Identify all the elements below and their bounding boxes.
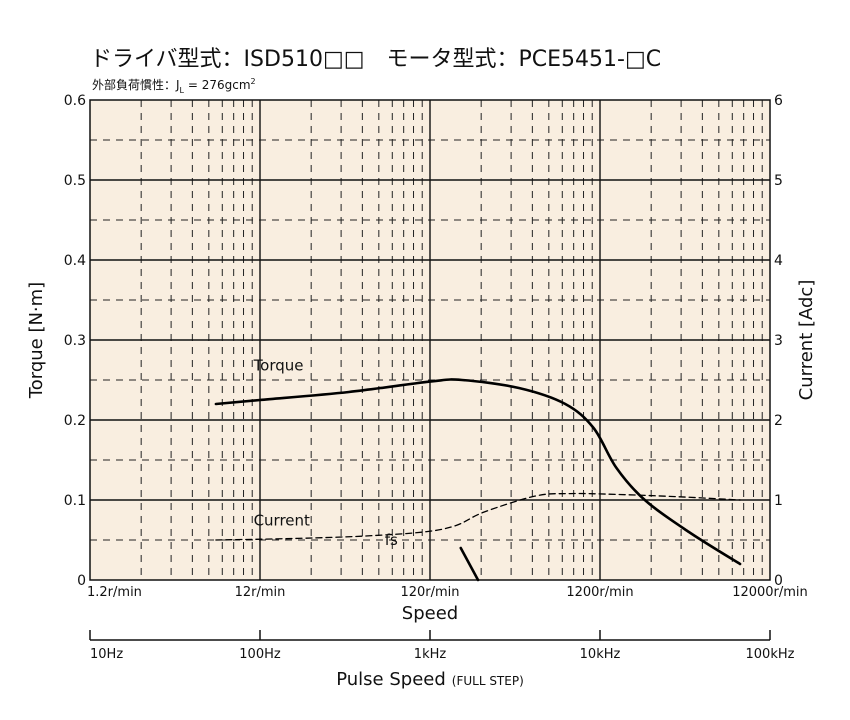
- y-left-tick-label: 0.6: [64, 93, 86, 109]
- plot-frame: [89, 99, 771, 581]
- annotation-current: Current: [254, 512, 310, 530]
- pulse-speed-axis: 10Hz 100Hz 1kHz 10kHz 100kHz Pulse Speed (FUL…: [89, 630, 795, 690]
- y-axis-right-label: Current [Adc]: [796, 280, 817, 401]
- x-tick-label: 1200r/min: [566, 585, 633, 600]
- annotation-fs: fs: [385, 531, 398, 549]
- pulse-speed-tick-label: 100kHz: [746, 647, 795, 662]
- pulse-speed-note: (FULL STEP): [452, 674, 524, 688]
- y-axis-right-ticks: 0 1 2 3 4 5 6: [774, 93, 783, 589]
- x-axis-ticks: 1.2r/min 12r/min 120r/min 1200r/min 12000r/m…: [87, 585, 808, 600]
- series-layer: [214, 378, 742, 582]
- current-curve: [215, 492, 741, 541]
- subtitle-superscript: 2: [251, 77, 256, 86]
- y-left-tick-label: 0.5: [64, 173, 86, 189]
- torque-curve: [214, 378, 742, 566]
- y-right-tick-label: 5: [774, 173, 783, 189]
- pulse-speed-tick-label: 10Hz: [90, 647, 123, 662]
- pulse-speed-label: Pulse Speed: [336, 669, 446, 690]
- y-right-tick-label: 3: [774, 333, 783, 349]
- x-tick-label: 120r/min: [400, 585, 459, 600]
- chart-subtitle: 外部負荷慣性：JL = 276gcm2: [92, 77, 256, 95]
- annotation-torque: Torque: [253, 356, 304, 374]
- y-right-tick-label: 6: [774, 93, 783, 109]
- major-grid: [90, 100, 770, 580]
- x-axis-label: Speed: [402, 603, 458, 624]
- pulse-speed-ticks: 10Hz 100Hz 1kHz 10kHz 100kHz: [89, 630, 795, 662]
- chart-title: ドライバ型式：ISD510□□ モータ型式：PCE5451-□C: [90, 47, 661, 72]
- y-right-tick-label: 2: [774, 413, 783, 429]
- y-right-tick-label: 1: [774, 493, 783, 509]
- pulse-speed-title: Pulse Speed (FULL STEP): [336, 669, 524, 690]
- y-left-tick-label: 0.1: [64, 493, 86, 509]
- pulse-speed-tick-label: 10kHz: [580, 647, 621, 662]
- y-left-tick-label: 0.3: [64, 333, 86, 349]
- y-left-tick-label: 0.4: [64, 253, 86, 269]
- subtitle-value: = 276gcm: [184, 78, 251, 92]
- y-left-tick-label: 0.2: [64, 413, 86, 429]
- pulse-speed-tick-label: 1kHz: [414, 647, 447, 662]
- pulse-speed-tick-label: 100Hz: [239, 647, 281, 662]
- x-tick-label: 12000r/min: [732, 585, 808, 600]
- y-right-tick-label: 0: [774, 573, 783, 589]
- annotation-layer: Torque Current fs: [253, 356, 398, 548]
- x-tick-label: 12r/min: [235, 585, 286, 600]
- subtitle-prefix: 外部負荷慣性：J: [92, 77, 180, 92]
- y-axis-left-ticks: 0 0.1 0.2 0.3 0.4 0.5 0.6: [64, 93, 86, 589]
- subtitle-subscript: L: [180, 86, 185, 95]
- y-axis-left-label: Torque [N·m]: [26, 282, 47, 399]
- y-right-tick-label: 4: [774, 253, 783, 269]
- x-tick-label: 1.2r/min: [87, 585, 142, 600]
- y-left-tick-label: 0: [77, 573, 86, 589]
- fs-marker-line: [459, 546, 480, 582]
